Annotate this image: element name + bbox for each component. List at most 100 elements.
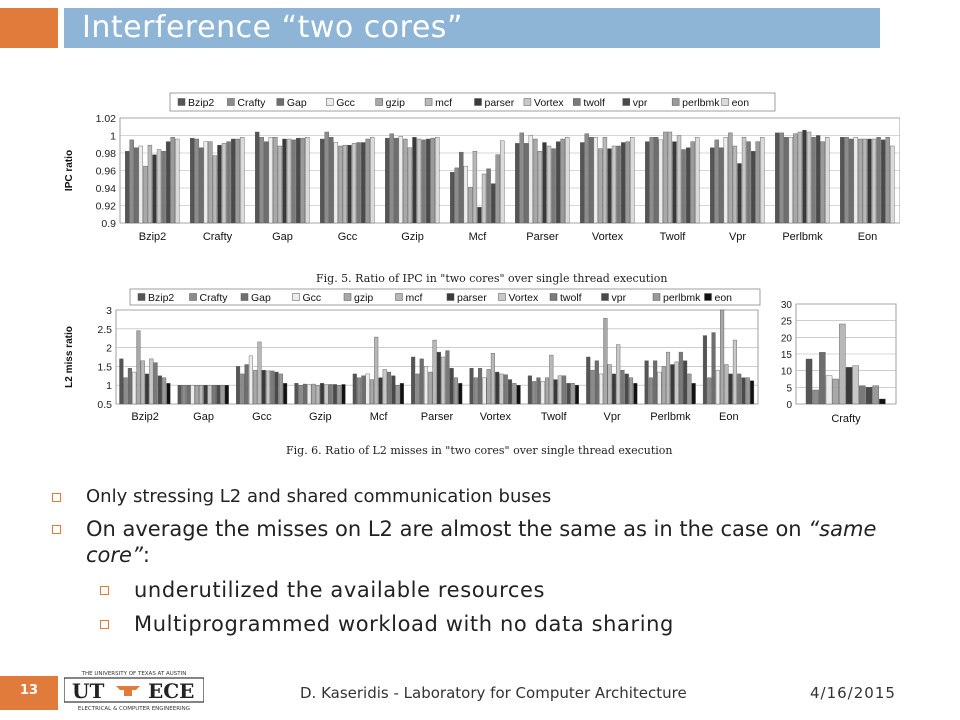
- bar: [333, 142, 339, 224]
- bar: [328, 384, 333, 405]
- legend-swatch: [446, 293, 455, 301]
- bar: [203, 141, 209, 224]
- y-tick-label: 30: [781, 300, 793, 311]
- bar: [503, 374, 508, 405]
- y-tick-label: 0.96: [96, 166, 117, 178]
- bar: [450, 172, 455, 224]
- title-accent-block: [0, 8, 58, 48]
- y-tick-label: 0.9: [101, 218, 116, 230]
- bar: [360, 142, 366, 224]
- bar: [546, 145, 552, 224]
- bar: [307, 384, 312, 405]
- y-tick-label: 1: [110, 131, 116, 143]
- page-number-box: [0, 676, 58, 710]
- x-category-label: Twolf: [660, 231, 687, 243]
- bar: [226, 141, 231, 224]
- bar: [257, 341, 262, 405]
- bar: [653, 360, 658, 405]
- legend-label: Crafty: [200, 292, 229, 304]
- bar: [724, 364, 729, 405]
- bar: [779, 132, 784, 224]
- legend-swatch: [343, 293, 352, 301]
- bar: [124, 151, 130, 224]
- bar: [648, 377, 653, 405]
- bar: [374, 336, 379, 405]
- l2-miss-ratio-chart: 0.5 1 1.5 2 2.5 3 L2 miss ratio Bzip2 Gap Gcc Gzip…: [64, 288, 761, 423]
- x-category-label: Gzip: [401, 231, 424, 243]
- bar: [565, 137, 570, 224]
- bar: [649, 137, 654, 224]
- y-tick-label: 3: [106, 305, 112, 317]
- x-category-label: Twolf: [541, 411, 568, 423]
- legend-swatch: [652, 293, 661, 301]
- bar: [629, 377, 634, 405]
- bar: [557, 375, 562, 405]
- bar: [667, 131, 673, 224]
- legend-label: vpr: [633, 97, 648, 109]
- y-tick-label: 10: [781, 367, 793, 378]
- bar: [432, 339, 437, 405]
- bar: [382, 369, 387, 405]
- bar: [719, 147, 724, 224]
- bar: [398, 136, 404, 224]
- bar: [737, 163, 742, 224]
- x-category-label: Eon: [719, 411, 739, 423]
- x-category-label: Parser: [526, 231, 559, 243]
- footer-date: 4/16/2015: [810, 684, 896, 702]
- bar: [469, 368, 474, 405]
- bar: [500, 140, 505, 224]
- legend-swatch: [573, 98, 581, 106]
- bar: [324, 131, 329, 224]
- bar: [560, 138, 565, 224]
- sub-bullet-text: underutilized the available resources: [134, 578, 546, 602]
- bar: [482, 377, 487, 405]
- bar: [553, 379, 558, 405]
- legend-swatch: [601, 293, 609, 301]
- legend-label: eon: [715, 292, 733, 304]
- bar: [644, 360, 649, 405]
- legend-swatch: [721, 98, 729, 106]
- x-category-label: Gap: [272, 231, 293, 243]
- x-category-label: Mcf: [469, 231, 488, 243]
- bar: [879, 398, 886, 405]
- bar: [862, 138, 868, 224]
- bar: [356, 142, 361, 224]
- bar: [268, 137, 274, 224]
- bullet-text: Only stressing L2 and shared communicati…: [86, 486, 552, 507]
- bar: [663, 131, 668, 224]
- bar: [425, 138, 431, 224]
- bar: [454, 167, 459, 224]
- bar: [580, 142, 585, 224]
- bar: [607, 364, 612, 405]
- bar: [695, 137, 700, 224]
- bar: [253, 369, 258, 405]
- bar: [211, 384, 216, 405]
- bar: [170, 137, 175, 224]
- bar: [143, 165, 148, 224]
- bar: [665, 351, 671, 405]
- bar: [486, 369, 491, 405]
- x-category-label: Perlbmk: [650, 411, 691, 423]
- bar: [324, 384, 329, 405]
- bar: [598, 148, 603, 224]
- legend-swatch: [276, 98, 285, 106]
- bar: [486, 168, 491, 224]
- x-category-label: Crafty: [203, 231, 233, 243]
- sub-bullet-item: Multiprogrammed workload with no data sh…: [100, 610, 932, 638]
- bar: [259, 137, 264, 224]
- bar: [599, 373, 604, 405]
- bar: [495, 154, 500, 224]
- square-bullet-icon: [100, 620, 109, 629]
- bar: [784, 137, 789, 224]
- bar: [365, 138, 370, 224]
- bar: [594, 360, 599, 405]
- bar: [702, 335, 708, 405]
- bar: [161, 151, 166, 224]
- legend-swatch: [523, 98, 532, 106]
- bar: [645, 141, 650, 224]
- x-category-label: Vpr: [604, 411, 621, 423]
- legend-label: twolf: [560, 292, 582, 304]
- bar: [840, 137, 845, 224]
- bar: [361, 375, 366, 405]
- bar: [283, 383, 288, 405]
